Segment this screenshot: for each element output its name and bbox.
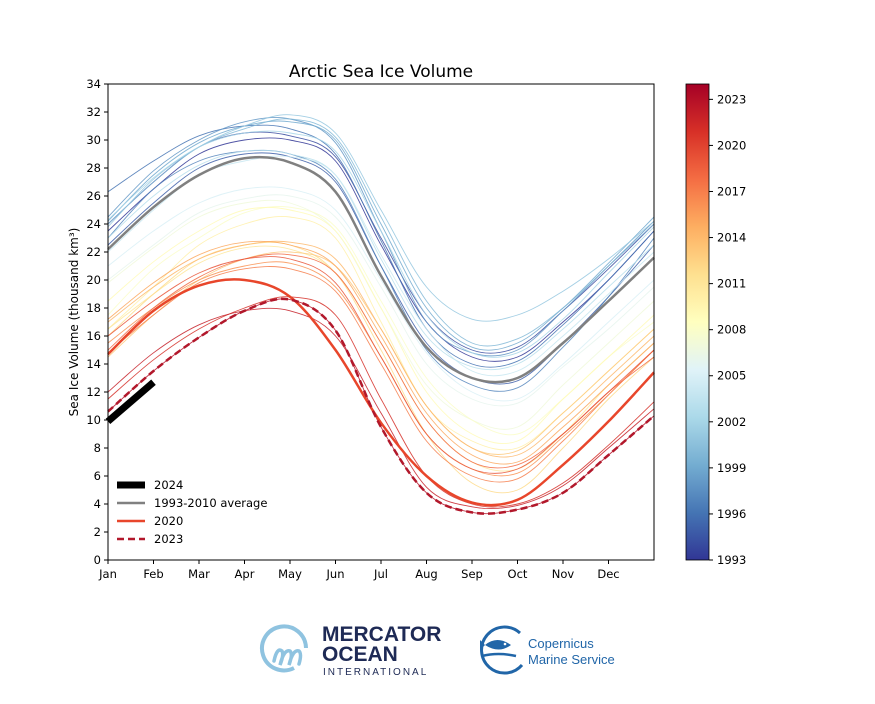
y-tick-label: 30	[86, 133, 101, 147]
colorbar-tick-label: 2020	[717, 138, 746, 152]
y-tick-label: 24	[86, 217, 101, 231]
series-line-2024	[105, 379, 156, 425]
year-line-2007	[107, 199, 655, 430]
colorbar-tick-label: 2002	[717, 415, 746, 429]
year-line-2023	[107, 298, 655, 515]
y-tick-label: 14	[86, 357, 101, 371]
mercator-circle-icon	[260, 624, 308, 673]
year-line-2022	[107, 307, 655, 510]
y-tick-label: 22	[86, 245, 101, 259]
legend-label: 2020	[154, 514, 183, 528]
y-tick-label: 20	[86, 273, 101, 287]
y-tick-label: 4	[94, 497, 101, 511]
colorbar-tick-label: 2014	[717, 231, 746, 245]
x-tick-label: Nov	[552, 567, 575, 581]
y-tick-label: 18	[86, 301, 101, 315]
series-line-2020	[107, 278, 655, 507]
year-line-2009	[107, 206, 655, 444]
colorbar-tick-label: 2011	[717, 277, 746, 291]
year-line-2014	[107, 240, 655, 458]
year-line-1997	[107, 149, 655, 392]
mercator-line3: INTERNATIONAL	[323, 667, 428, 678]
chart-title: Arctic Sea Ice Volume	[289, 62, 473, 82]
series-line-1993-2010-average	[107, 155, 655, 384]
colorbar-tick-label: 2008	[717, 323, 746, 337]
year-line-2021	[107, 296, 655, 508]
plot-lines	[105, 114, 655, 515]
legend-label: 2023	[154, 532, 183, 546]
x-tick-label: Jun	[326, 567, 345, 581]
year-line-2002	[107, 130, 655, 358]
year-line-2020	[107, 278, 655, 506]
year-line-2005	[107, 186, 655, 402]
x-tick-label: Jan	[98, 567, 117, 581]
y-tick-label: 12	[86, 385, 101, 399]
year-line-2019	[107, 256, 655, 474]
year-line-2017	[107, 266, 655, 483]
y-tick-label: 16	[86, 329, 101, 343]
x-tick-label: Oct	[508, 567, 528, 581]
colorbar-tick-label: 2023	[717, 92, 746, 106]
x-tick-label: May	[278, 567, 302, 581]
y-tick-label: 28	[86, 161, 101, 175]
y-tick-label: 6	[94, 469, 101, 483]
year-line-2003	[107, 149, 655, 371]
year-line-1993	[107, 137, 655, 362]
x-tick-label: Mar	[188, 567, 210, 581]
year-line-2016	[107, 261, 655, 477]
y-axis-label: Sea Ice Volume (thousand km³)	[67, 228, 81, 417]
y-tick-label: 8	[94, 441, 101, 455]
colorbar-tick-label: 2017	[717, 184, 746, 198]
mercator-ocean-logo: MERCATOR OCEAN INTERNATIONAL	[260, 623, 441, 678]
legend-label: 1993-2010 average	[154, 496, 267, 510]
x-tick-label: Sep	[461, 567, 483, 581]
x-tick-label: Jul	[373, 567, 388, 581]
year-line-2006	[107, 194, 655, 407]
colorbar-tick-label: 1993	[717, 553, 746, 567]
copernicus-line2: Marine Service	[528, 652, 615, 667]
y-tick-label: 2	[94, 525, 101, 539]
year-line-1996	[107, 124, 655, 368]
x-tick-label: Dec	[597, 567, 619, 581]
y-tick-label: 26	[86, 189, 101, 203]
colorbar-tick-label: 1999	[717, 461, 746, 475]
copernicus-logo: Copernicus Marine Service	[480, 625, 615, 675]
colorbar-tick-label: 2005	[717, 369, 746, 383]
mercator-m-icon	[272, 648, 303, 666]
y-tick-label: 0	[94, 553, 101, 567]
x-tick-label: Feb	[143, 567, 163, 581]
series-line-2023	[107, 297, 655, 515]
x-tick-label: Aug	[415, 567, 437, 581]
colorbar	[685, 83, 710, 561]
year-line-2010	[107, 215, 655, 451]
y-tick-label: 10	[86, 413, 101, 427]
copernicus-line1: Copernicus	[528, 636, 594, 651]
year-line-1993	[107, 156, 655, 383]
wave-icon	[481, 652, 517, 658]
copernicus-arc-icon	[480, 625, 524, 675]
colorbar-ticks: 1993 1996 1999 2002 2005 2008 2011 2014 2017 2020…	[709, 92, 746, 567]
fish-icon	[480, 640, 511, 650]
mercator-line2: OCEAN	[322, 643, 398, 666]
year-line-2015	[107, 240, 655, 465]
y-tick-label: 34	[86, 77, 101, 91]
legend: 2024 1993-2010 average 2020 2023	[117, 478, 267, 546]
legend-label: 2024	[154, 478, 183, 492]
y-tick-label: 32	[86, 105, 101, 119]
colorbar-tick-label: 1996	[717, 507, 746, 521]
mercator-line1: MERCATOR	[322, 623, 441, 646]
x-tick-label: Apr	[235, 567, 255, 581]
